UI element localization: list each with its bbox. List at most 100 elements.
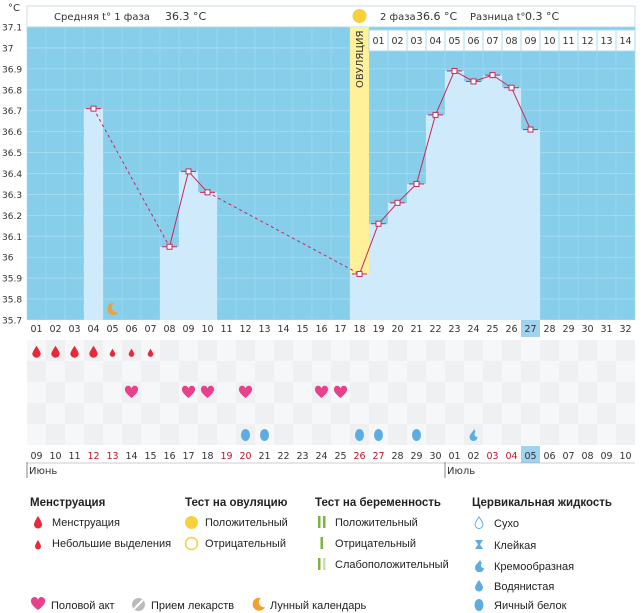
symbol-grid-cell [578,403,597,424]
cycle-day-label: 11 [220,324,232,335]
temperature-bar [426,114,445,321]
cycle-day-label: 12 [239,324,251,335]
symbol-grid-cell [255,403,274,424]
cycle-day-label: 13 [258,324,270,335]
temperature-bar [369,223,388,320]
symbol-grid-cell [521,382,540,403]
diff-label: Разница t° [470,12,526,23]
cycle-day-label: 19 [372,324,384,335]
phase2-label: 2 фаза [380,12,416,23]
symbol-grid-cell [369,361,388,382]
symbol-grid-cell [616,361,635,382]
temperature-point [356,270,363,277]
symbol-grid-cell [369,382,388,403]
symbol-grid-cell [464,340,483,361]
symbol-grid-cell [255,382,274,403]
current-date-highlight [521,446,540,463]
spotting-drop-icon [35,540,41,550]
cycle-day-label: 17 [334,324,346,335]
legend-creamy-label: Кремообразная [494,561,575,573]
symbol-grid-cell [84,424,103,445]
temperature-bar [483,75,502,320]
legend-ovulation-title: Тест на овуляцию [185,497,288,509]
y-tick-label: 36 [2,254,14,264]
temperature-line-segment [188,171,208,193]
cycle-day-label: 25 [486,324,498,335]
symbol-grid-cell [502,382,521,403]
symbol-grid-cell [616,403,635,424]
legend-spotting-label: Небольшие выделения [52,538,172,550]
legend-pregnancy-weak-label: Слабоположительный [335,559,449,571]
temperature-point [527,126,534,133]
symbol-grid-cell [597,403,616,424]
date-label: 17 [182,451,194,462]
cycle-day-label: 28 [543,324,555,335]
intercourse-heart [238,385,253,398]
cycle-day-row [27,320,635,332]
symbol-grid-cell [559,424,578,445]
intercourse-heart [181,385,196,398]
date-label: 05 [524,451,536,462]
symbol-grid-cell [179,424,198,445]
symbol-grid-cell [426,361,445,382]
temperature-line-segment [454,70,474,82]
symbol-grid-cell [312,424,331,445]
symbol-grid-cell [521,340,540,361]
symbol-grid-cell [578,340,597,361]
date-label: 06 [543,451,555,462]
symbol-grid-cell [445,403,464,424]
symbol-grid-cell [236,340,255,361]
symbol-grid-cell [540,340,559,361]
symbol-grid-cell [464,361,483,382]
symbol-grid-cell [141,361,160,382]
symbol-grid-cell [464,382,483,403]
date-label: 29 [410,451,422,462]
temperature-point [470,78,477,85]
cycle-day-label: 18 [353,324,365,335]
date-label: 11 [68,451,80,462]
sticky-icon [475,540,483,549]
symbol-grid-cell [483,403,502,424]
ovulation-marker [352,9,367,23]
symbol-grid-cell [217,361,236,382]
symbol-grid-cell [502,424,521,445]
symbol-grid-cell [274,361,293,382]
symbol-grid-cell [331,424,350,445]
phase2-day-label: 10 [543,36,555,47]
cycle-day-label: 30 [581,324,593,335]
month-label: Июнь [29,466,57,477]
phase2-day-label: 01 [372,36,384,47]
symbol-grid-cell [388,361,407,382]
symbol-grid-cell [255,361,274,382]
symbol-grid-cell [160,403,179,424]
temperature-point [204,189,211,196]
symbol-grid-cell [578,424,597,445]
temperature-point [375,220,382,227]
temperature-dashed-segment [207,191,360,275]
egg-white-icon [474,599,484,611]
cycle-day-label: 21 [410,324,422,335]
symbol-grid-cell [312,340,331,361]
symbol-grid-cell [559,382,578,403]
intercourse-heart [200,385,215,398]
y-tick-label: 36.3 [2,191,22,201]
symbol-grid-cell [160,361,179,382]
legend-pregnancy-title: Тест на беременность [315,497,441,509]
ovulation-column [350,27,369,320]
cycle-day-label: 06 [125,324,137,335]
symbol-grid-cell [217,403,236,424]
cycle-day-label: 29 [562,324,574,335]
temperature-point [166,243,173,250]
date-label: 10 [49,451,61,462]
symbol-grid-cell [388,382,407,403]
y-tick-label: 36.1 [2,233,22,243]
legend-pregnancy-negative-label: Отрицательный [335,538,416,550]
cycle-day-label: 02 [49,324,61,335]
date-label: 12 [87,451,99,462]
temperature-point [185,168,192,175]
spotting-drop [147,348,154,357]
cycle-day-label: 31 [600,324,612,335]
cycle-day-label: 32 [619,324,631,335]
cycle-day-label: 09 [182,324,194,335]
menstruation-drop-icon [34,516,42,529]
